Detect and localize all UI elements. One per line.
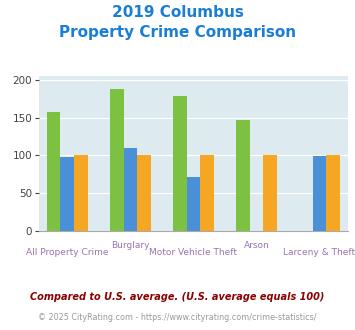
Bar (201, 154, 214, 231)
Text: Compared to U.S. average. (U.S. average equals 100): Compared to U.S. average. (U.S. average … (30, 292, 325, 302)
Bar (110, 89, 124, 231)
Bar (124, 148, 137, 231)
Text: Burglary: Burglary (111, 241, 150, 250)
Text: Arson: Arson (244, 241, 269, 250)
Text: Motor Vehicle Theft: Motor Vehicle Theft (149, 248, 237, 257)
Bar (263, 154, 277, 231)
Text: Larceny & Theft: Larceny & Theft (284, 248, 355, 257)
Bar (74, 154, 88, 231)
Text: Property Crime Comparison: Property Crime Comparison (59, 25, 296, 40)
Bar (236, 120, 250, 231)
Bar (313, 156, 327, 231)
Text: All Property Crime: All Property Crime (26, 248, 109, 257)
Bar (327, 154, 340, 231)
Text: 2019 Columbus: 2019 Columbus (111, 5, 244, 20)
Bar (137, 154, 151, 231)
Bar (60, 157, 74, 231)
Bar (47, 112, 60, 231)
Bar (186, 177, 201, 231)
Bar (173, 96, 186, 231)
Text: © 2025 CityRating.com - https://www.cityrating.com/crime-statistics/: © 2025 CityRating.com - https://www.city… (38, 314, 317, 322)
